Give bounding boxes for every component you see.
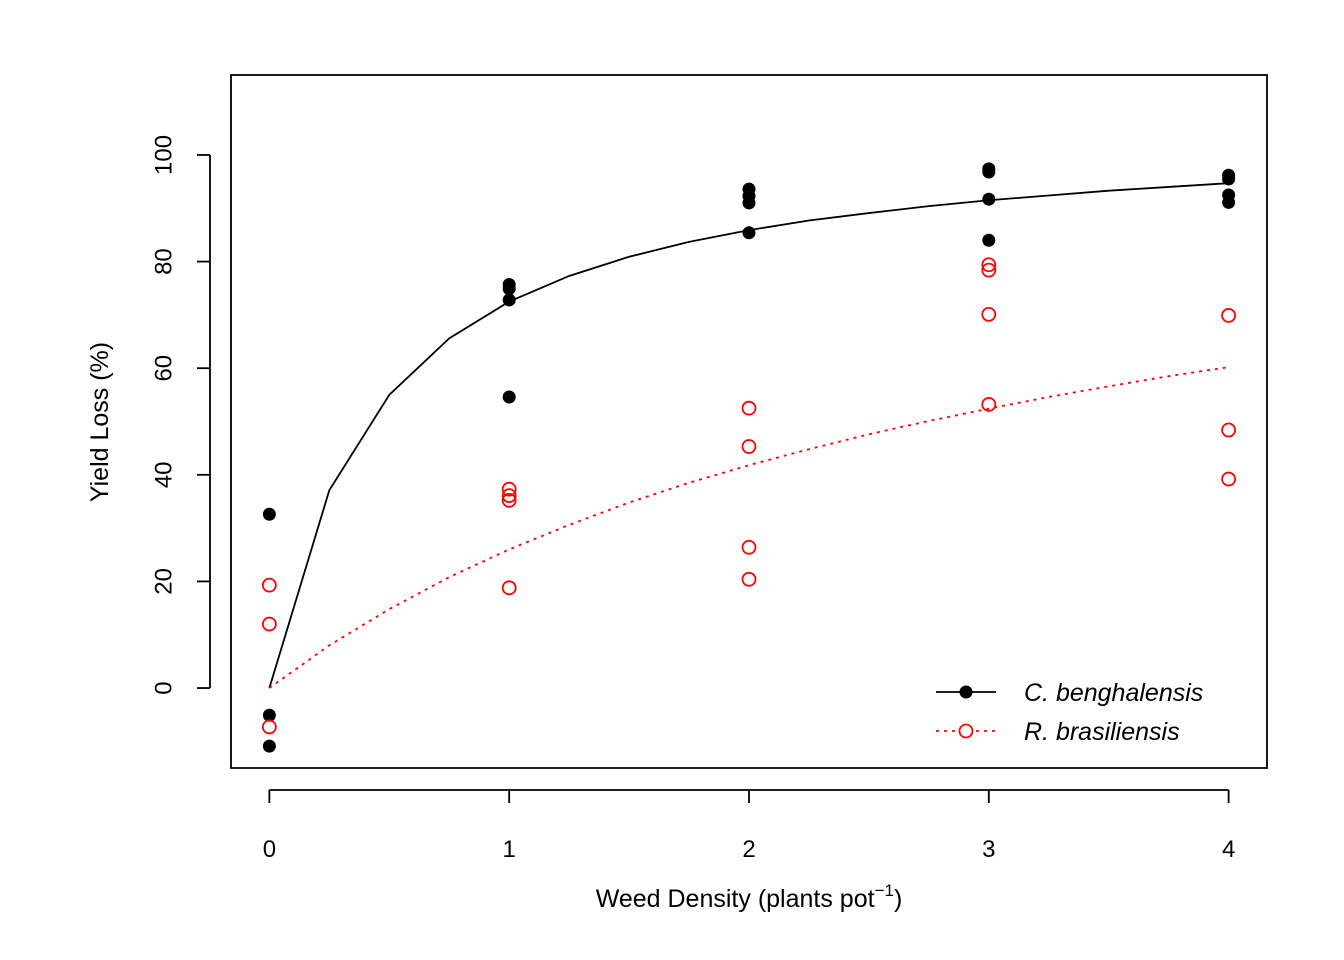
point-c-benghalensis-12 bbox=[982, 166, 995, 179]
point-c-benghalensis-14 bbox=[982, 234, 995, 247]
point-c-benghalensis-2 bbox=[263, 740, 276, 753]
y-tick-label-40: 40 bbox=[150, 461, 177, 488]
x-tick-label-4: 4 bbox=[1222, 836, 1235, 863]
point-r-brasiliensis-0 bbox=[263, 579, 276, 592]
point-c-benghalensis-5 bbox=[503, 293, 516, 306]
point-r-brasiliensis-9 bbox=[743, 541, 756, 554]
point-c-benghalensis-13 bbox=[982, 193, 995, 206]
point-c-benghalensis-18 bbox=[1222, 196, 1235, 209]
y-tick-label-60: 60 bbox=[150, 355, 177, 382]
x-tick-label-1: 1 bbox=[503, 836, 516, 863]
point-r-brasiliensis-16 bbox=[1222, 424, 1235, 437]
series-r-brasiliensis bbox=[263, 258, 1235, 733]
y-tick-label-20: 20 bbox=[150, 568, 177, 595]
series-c-benghalensis bbox=[263, 162, 1235, 752]
point-r-brasiliensis-15 bbox=[1222, 309, 1235, 322]
fit-line-c-benghalensis bbox=[269, 183, 1228, 688]
legend-marker-c-benghalensis bbox=[960, 686, 973, 699]
point-r-brasiliensis-13 bbox=[982, 308, 995, 321]
point-r-brasiliensis-6 bbox=[503, 581, 516, 594]
legend-label-r-brasiliensis: R. brasiliensis bbox=[1024, 718, 1180, 746]
legend-marker-r-brasiliensis bbox=[960, 725, 973, 738]
plot-frame bbox=[231, 75, 1267, 768]
y-axis: 0 20 40 60 80 100 bbox=[150, 135, 210, 695]
point-c-benghalensis-4 bbox=[503, 282, 516, 295]
point-r-brasiliensis-7 bbox=[743, 402, 756, 415]
y-tick-label-100: 100 bbox=[150, 135, 177, 175]
point-c-benghalensis-16 bbox=[1222, 172, 1235, 185]
x-tick-label-2: 2 bbox=[742, 836, 755, 863]
y-tick-label-80: 80 bbox=[150, 248, 177, 275]
point-c-benghalensis-9 bbox=[743, 196, 756, 209]
point-r-brasiliensis-1 bbox=[263, 618, 276, 631]
x-tick-label-0: 0 bbox=[263, 836, 276, 863]
point-r-brasiliensis-8 bbox=[743, 440, 756, 453]
point-c-benghalensis-10 bbox=[743, 226, 756, 239]
y-axis-title: Yield Loss (%) bbox=[86, 342, 114, 502]
data-points bbox=[263, 162, 1235, 752]
point-c-benghalensis-0 bbox=[263, 508, 276, 521]
legend: C. benghalensis R. brasiliensis bbox=[936, 679, 1203, 746]
x-axis: 0 1 2 3 4 bbox=[263, 790, 1236, 863]
point-r-brasiliensis-17 bbox=[1222, 473, 1235, 486]
point-c-benghalensis-6 bbox=[503, 390, 516, 403]
x-tick-label-3: 3 bbox=[982, 836, 995, 863]
point-r-brasiliensis-10 bbox=[743, 573, 756, 586]
y-tick-label-0: 0 bbox=[150, 681, 177, 694]
fit-lines bbox=[269, 183, 1228, 688]
point-r-brasiliensis-2 bbox=[263, 720, 276, 733]
x-axis-title: Weed Density (plants pot−1) bbox=[596, 881, 903, 913]
legend-label-c-benghalensis: C. benghalensis bbox=[1024, 679, 1203, 707]
